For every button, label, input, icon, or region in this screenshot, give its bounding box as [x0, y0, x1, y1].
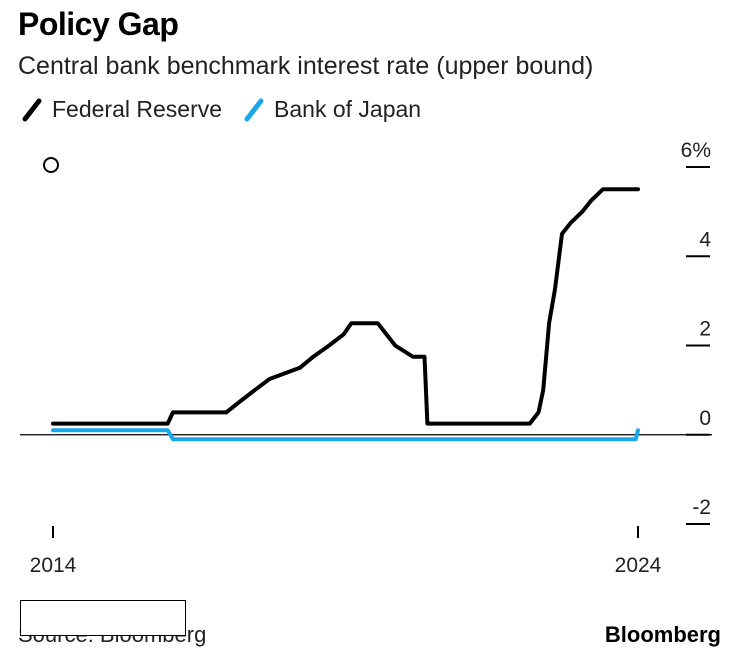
x-tick-label: 2024: [615, 554, 662, 577]
legend-swatch-boj: [244, 98, 264, 121]
legend-item-fed: Federal Reserve: [22, 96, 222, 123]
series-line-bank-of-japan: [51, 428, 640, 442]
legend-label-boj: Bank of Japan: [274, 96, 422, 122]
x-tick-label: 2014: [30, 554, 77, 577]
y-tick-label: 0: [699, 407, 711, 430]
y-tick-label: 4: [699, 228, 711, 251]
chart-title: Policy Gap: [18, 6, 179, 42]
y-tick-label: -2: [692, 496, 711, 519]
series-line-federal-reserve: [51, 187, 640, 426]
y-tick-label: 2: [699, 318, 711, 341]
y-tick-label: 6%: [681, 139, 711, 162]
legend-swatch-fed: [22, 98, 42, 121]
brand-logo: Bloomberg: [604, 622, 721, 647]
source-redaction-box: [20, 600, 186, 636]
legend-label-fed: Federal Reserve: [52, 96, 223, 122]
legend: Federal Reserve Bank of Japan: [22, 96, 443, 123]
circle-marker-icon: [43, 157, 59, 173]
chart-subtitle: Central bank benchmark interest rate (up…: [18, 52, 594, 80]
legend-item-boj: Bank of Japan: [244, 96, 421, 123]
